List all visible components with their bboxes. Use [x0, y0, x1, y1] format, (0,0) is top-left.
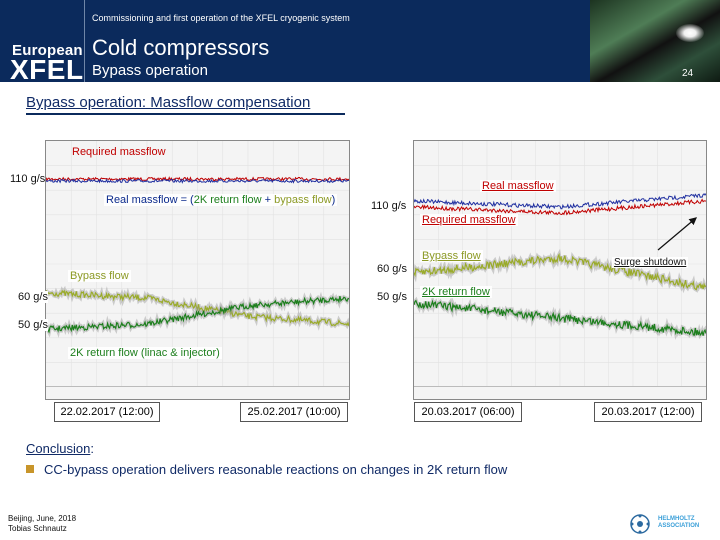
conclusion-bullet: CC-bypass operation delivers reasonable …: [44, 462, 508, 477]
header-flare: [676, 24, 704, 42]
right-label-real: Real massflow: [480, 180, 556, 192]
formula-prefix: Real massflow = (: [106, 194, 194, 206]
right-label-required: Required massflow: [420, 214, 518, 226]
left-series-bypass: [46, 289, 349, 327]
left-label-formula: Real massflow = (2K return flow + bypass…: [104, 194, 338, 206]
conclusion-heading: Conclusion:: [26, 441, 94, 456]
right-label-return: 2K return flow: [420, 286, 492, 298]
formula-return: 2K return flow: [193, 194, 262, 206]
left-axis-50: 50 g/s: [18, 319, 48, 331]
left-date-start: 22.02.2017 (12:00): [54, 402, 160, 422]
conclusion-title: Conclusion: [26, 441, 91, 456]
slide-header: European XFEL Commissioning and first op…: [0, 0, 720, 82]
right-axis-60: 60 g/s: [377, 263, 407, 275]
left-series-return: [46, 295, 349, 334]
left-series-required: [46, 176, 349, 182]
footer-info: Beijing, June, 2018 Tobias Schnautz: [8, 514, 76, 534]
logo-european: European: [12, 42, 83, 59]
formula-suffix: ): [331, 194, 336, 206]
right-series-bypass: [414, 252, 706, 291]
logo-divider: [84, 0, 85, 82]
helmholtz-line1: HELMHOLTZ: [658, 516, 695, 522]
section-heading: Bypass operation: Massflow compensation: [26, 94, 311, 111]
helmholtz-line2: ASSOCIATION: [658, 523, 700, 529]
page-number: 24: [682, 68, 694, 79]
formula-bypass: bypass flow: [274, 194, 332, 206]
partner-logo-icon: [630, 514, 650, 534]
heading-underline: [26, 113, 345, 115]
left-label-return: 2K return flow (linac & injector): [68, 347, 222, 359]
right-label-surge: Surge shutdown: [612, 257, 689, 268]
presentation-title: Commissioning and first operation of the…: [92, 13, 350, 23]
right-chart: [413, 140, 707, 400]
right-chart-svg: [414, 141, 706, 387]
header-photo: [590, 0, 720, 82]
helmholtz-logo: HELMHOLTZ ASSOCIATION: [658, 516, 699, 530]
left-date-end: 25.02.2017 (10:00): [240, 402, 348, 422]
slide-subtitle: Bypass operation: [92, 62, 208, 79]
formula-plus: +: [261, 194, 275, 206]
right-date-end: 20.03.2017 (12:00): [594, 402, 702, 422]
right-label-bypass: Bypass flow: [420, 250, 483, 262]
left-chart-xaxis: [46, 386, 349, 399]
left-axis-60: 60 g/s: [18, 291, 48, 303]
footer-author: Tobias Schnautz: [8, 524, 67, 533]
right-series-required: [414, 198, 706, 216]
left-series-real: [46, 178, 349, 184]
left-axis-110: 110 g/s: [10, 173, 46, 185]
bullet-square-icon: [26, 465, 34, 473]
logo-xfel: XFEL: [10, 54, 84, 82]
right-axis-110: 110 g/s: [371, 200, 407, 212]
left-label-required: Required massflow: [72, 146, 166, 158]
conclusion-colon: :: [90, 441, 94, 456]
right-chart-xaxis: [414, 386, 706, 399]
right-date-start: 20.03.2017 (06:00): [414, 402, 522, 422]
slide-title: Cold compressors: [92, 35, 270, 60]
left-label-bypass: Bypass flow: [68, 270, 131, 282]
left-chart-svg: [46, 141, 349, 387]
right-series-real: [414, 193, 706, 210]
right-axis-50: 50 g/s: [377, 291, 407, 303]
footer-location: Beijing, June, 2018: [8, 514, 77, 523]
right-series-return: [414, 299, 706, 337]
surge-arrow: [657, 217, 697, 251]
